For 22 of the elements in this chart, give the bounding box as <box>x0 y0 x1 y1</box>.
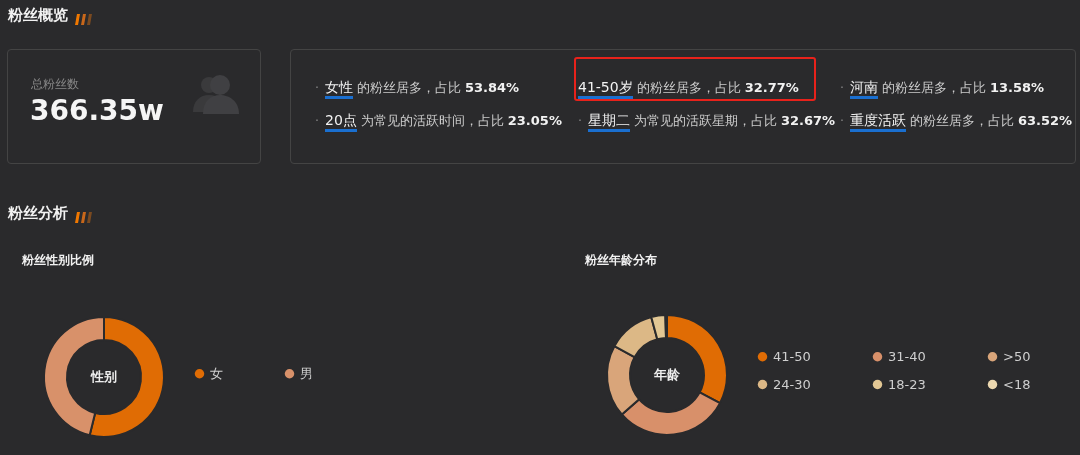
text: · 女性 的粉丝居多，占比 53.84% <box>315 79 520 97</box>
text: · 20点 为常见的活跃时间，占比 23.05% <box>315 112 562 130</box>
text: 总粉丝数 <box>31 76 79 93</box>
legend-label: 24-30 <box>773 376 811 392</box>
legend-label: 31-40 <box>888 348 926 364</box>
text: · 星期二 为常见的活跃星期，占比 32.67% <box>578 112 836 130</box>
text: 粉丝分析 <box>8 204 68 223</box>
text: 粉丝概览 <box>8 6 68 25</box>
text: 41-50岁 的粉丝居多，占比 32.77% <box>578 79 799 97</box>
text: · 河南 的粉丝居多，占比 13.58% <box>840 79 1045 97</box>
text: 年龄 <box>653 367 681 382</box>
legend-label: >50 <box>1003 348 1031 364</box>
legend-label: 男 <box>300 365 313 381</box>
legend-label: <18 <box>1003 376 1031 392</box>
legend-label: 18-23 <box>888 376 926 392</box>
text: · 重度活跃 的粉丝居多，占比 63.52% <box>840 112 1073 130</box>
legend-label: 女 <box>210 365 223 381</box>
text: 366.35w <box>30 94 164 127</box>
chart-title: 粉丝年龄分布 <box>585 252 657 269</box>
chart-title: 粉丝性别比例 <box>22 252 94 269</box>
text: 性别 <box>90 369 117 384</box>
legend-label: 41-50 <box>773 348 811 364</box>
